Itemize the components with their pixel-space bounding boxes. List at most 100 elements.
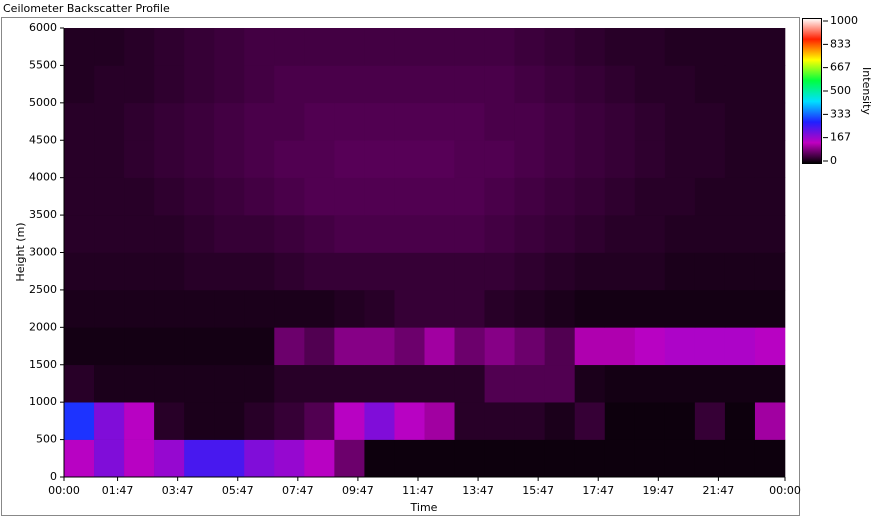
heatmap-cell bbox=[394, 102, 425, 141]
heatmap-cell bbox=[574, 402, 606, 440]
heatmap-cell bbox=[364, 177, 395, 216]
heatmap-cell bbox=[364, 327, 395, 366]
heatmap-cell bbox=[724, 364, 756, 403]
heatmap-cell bbox=[634, 439, 666, 478]
heatmap-cell bbox=[214, 65, 245, 104]
heatmap-cell bbox=[724, 140, 756, 178]
y-tick-label: 6000 bbox=[29, 21, 57, 34]
heatmap-cell bbox=[424, 140, 455, 178]
heatmap-cell bbox=[454, 289, 485, 328]
heatmap-cell bbox=[694, 28, 726, 66]
heatmap-cell bbox=[754, 215, 786, 253]
heatmap-cell bbox=[544, 140, 576, 178]
colorbar-tick-label: 0 bbox=[830, 154, 837, 167]
heatmap-cell bbox=[664, 252, 696, 291]
heatmap-cell bbox=[754, 252, 786, 291]
y-tick-label: 0 bbox=[50, 470, 57, 483]
heatmap-cell bbox=[574, 327, 606, 366]
heatmap-cell bbox=[154, 364, 185, 403]
heatmap-cell bbox=[544, 364, 576, 403]
y-tick-label: 2500 bbox=[29, 283, 57, 296]
heatmap-cell bbox=[244, 28, 275, 66]
heatmap-cell bbox=[274, 327, 305, 366]
heatmap-cell bbox=[124, 215, 155, 253]
colorbar-tick-label: 667 bbox=[830, 61, 851, 74]
heatmap-cell bbox=[64, 28, 95, 66]
heatmap-cell bbox=[424, 439, 455, 478]
heatmap-cell bbox=[214, 215, 245, 253]
heatmap-cell bbox=[154, 215, 185, 253]
heatmap-cell bbox=[124, 177, 155, 216]
heatmap-cell bbox=[424, 364, 455, 403]
heatmap-cell bbox=[274, 28, 305, 66]
heatmap-cell bbox=[124, 65, 155, 104]
heatmap-cell bbox=[394, 289, 425, 328]
heatmap-cell bbox=[334, 402, 365, 440]
heatmap-cell bbox=[694, 327, 726, 366]
heatmap-cell bbox=[634, 140, 666, 178]
heatmap-cell bbox=[94, 252, 125, 291]
heatmap-cell bbox=[184, 402, 215, 440]
heatmap-cell bbox=[754, 327, 786, 366]
heatmap-cell bbox=[154, 140, 185, 178]
y-tick-label: 4000 bbox=[29, 171, 57, 184]
heatmap-cell bbox=[574, 252, 606, 291]
heatmap-cell bbox=[664, 102, 696, 141]
heatmap-cell bbox=[214, 140, 245, 178]
heatmap-cell bbox=[334, 215, 365, 253]
heatmap-cell bbox=[484, 327, 515, 366]
heatmap-cell bbox=[724, 28, 756, 66]
colorbar-tick-label: 1000 bbox=[830, 14, 858, 27]
colorbar bbox=[802, 18, 822, 164]
heatmap-cell bbox=[724, 65, 756, 104]
heatmap-cell bbox=[124, 402, 155, 440]
heatmap-cell bbox=[484, 65, 515, 104]
heatmap-cell bbox=[514, 289, 545, 328]
heatmap-cell bbox=[634, 289, 666, 328]
heatmap-cell bbox=[394, 28, 425, 66]
colorbar-tick-label: 167 bbox=[830, 131, 851, 144]
heatmap-cell bbox=[274, 102, 305, 141]
y-tick-label: 4500 bbox=[29, 133, 57, 146]
y-axis-label: Height (m) bbox=[14, 222, 27, 281]
heatmap-cell bbox=[274, 364, 305, 403]
heatmap-cell bbox=[244, 65, 275, 104]
heatmap-cell bbox=[364, 102, 395, 141]
heatmap-cell bbox=[274, 215, 305, 253]
heatmap-cell bbox=[64, 215, 95, 253]
heatmap-cell bbox=[694, 289, 726, 328]
heatmap-cell bbox=[154, 402, 185, 440]
colorbar-tick-label: 833 bbox=[830, 37, 851, 50]
heatmap-cell bbox=[514, 364, 545, 403]
heatmap-cell bbox=[604, 289, 636, 328]
heatmap-cell bbox=[184, 252, 215, 291]
colorbar-label: Intensity bbox=[860, 67, 873, 115]
heatmap-cell bbox=[454, 215, 485, 253]
heatmap-cell bbox=[754, 65, 786, 104]
y-tick-label: 5000 bbox=[29, 96, 57, 109]
y-tick-label: 1000 bbox=[29, 395, 57, 408]
heatmap-cell bbox=[724, 215, 756, 253]
heatmap-cell bbox=[154, 65, 185, 104]
heatmap-cell bbox=[604, 140, 636, 178]
heatmap-cell bbox=[94, 439, 125, 478]
heatmap-cell bbox=[304, 65, 335, 104]
heatmap-cell bbox=[154, 252, 185, 291]
y-tick-label: 2000 bbox=[29, 320, 57, 333]
heatmap-cell bbox=[694, 215, 726, 253]
heatmap-cell bbox=[244, 102, 275, 141]
heatmap-cell bbox=[424, 177, 455, 216]
heatmap-cell bbox=[334, 28, 365, 66]
heatmap-cell bbox=[424, 289, 455, 328]
heatmap-cell bbox=[94, 364, 125, 403]
heatmap-cell bbox=[154, 28, 185, 66]
heatmap-cell bbox=[94, 402, 125, 440]
heatmap-cell bbox=[124, 140, 155, 178]
heatmap-cell bbox=[724, 289, 756, 328]
heatmap-cell bbox=[544, 289, 576, 328]
heatmap-cell bbox=[724, 102, 756, 141]
heatmap-cell bbox=[664, 28, 696, 66]
heatmap-cell bbox=[334, 102, 365, 141]
x-tick-label: 03:47 bbox=[162, 484, 194, 497]
